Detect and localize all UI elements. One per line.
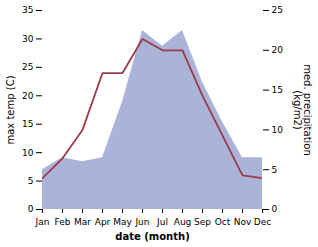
- svg-text:5: 5: [28, 176, 34, 186]
- svg-text:max temp (C): max temp (C): [5, 75, 16, 144]
- svg-text:Jun: Jun: [134, 217, 149, 227]
- svg-text:Oct: Oct: [215, 217, 231, 227]
- svg-text:15: 15: [272, 85, 283, 95]
- svg-text:0: 0: [272, 204, 278, 214]
- svg-text:5: 5: [272, 165, 278, 175]
- svg-text:Sep: Sep: [194, 217, 211, 227]
- svg-text:May: May: [113, 217, 132, 227]
- svg-text:35: 35: [22, 5, 33, 15]
- svg-text:Aug: Aug: [174, 217, 192, 227]
- svg-text:25: 25: [22, 62, 33, 72]
- svg-text:Feb: Feb: [55, 217, 71, 227]
- svg-text:20: 20: [22, 91, 34, 101]
- svg-text:Mar: Mar: [74, 217, 91, 227]
- svg-text:Nov: Nov: [234, 217, 252, 227]
- svg-text:15: 15: [22, 119, 33, 129]
- svg-text:Apr: Apr: [95, 217, 111, 227]
- svg-text:Dec: Dec: [254, 217, 271, 227]
- svg-text:10: 10: [272, 125, 284, 135]
- svg-text:date (month): date (month): [115, 231, 189, 242]
- svg-text:Jul: Jul: [156, 217, 168, 227]
- svg-text:med. precipitation(kg/m2): med. precipitation(kg/m2): [292, 64, 313, 156]
- svg-text:10: 10: [22, 148, 34, 158]
- svg-text:0: 0: [28, 204, 34, 214]
- svg-text:25: 25: [272, 5, 283, 15]
- svg-text:30: 30: [22, 34, 34, 44]
- svg-text:20: 20: [272, 45, 284, 55]
- svg-text:Jan: Jan: [35, 217, 50, 227]
